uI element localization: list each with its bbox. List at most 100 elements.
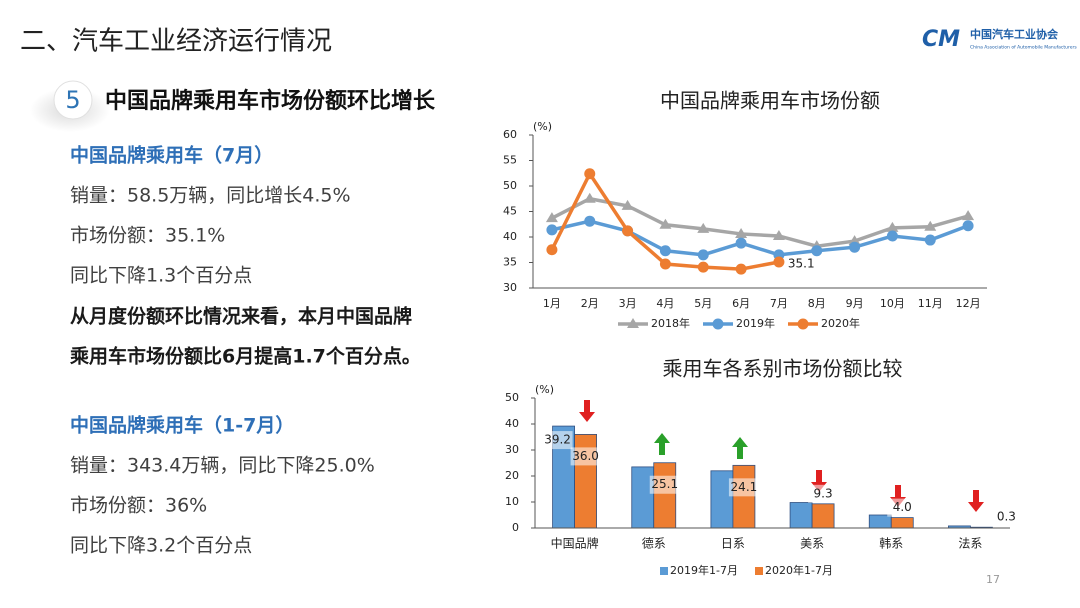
block-heading: 中国品牌乘用车（1-7月） [70, 414, 294, 437]
x-tick-label: 德系 [642, 536, 666, 551]
legend-swatch [660, 567, 668, 575]
marker [962, 220, 974, 232]
body-line: 销量：343.4万辆，同比下降25.0% [70, 455, 375, 477]
marker [886, 221, 899, 232]
x-tick-label: 10月 [880, 297, 905, 310]
marker [546, 224, 558, 236]
data-label: 39.2 [544, 433, 571, 447]
marker [797, 318, 809, 330]
y-tick-label: 40 [505, 417, 519, 430]
arrow-down [579, 400, 595, 422]
data-label: 25.1 [651, 477, 678, 491]
y-tick-label: 20 [505, 469, 519, 482]
bar [653, 462, 677, 529]
statement-line: 乘用车市场份额比6月提高1.7个百分点。 [69, 345, 421, 368]
marker [584, 215, 596, 227]
y-axis-unit: (%) [533, 120, 552, 133]
y-tick-label: 60 [503, 128, 517, 141]
marker [924, 220, 937, 231]
marker [962, 210, 975, 221]
body-line: 销量：58.5万辆，同比增长4.5% [70, 185, 351, 207]
marker [659, 218, 672, 229]
label-bg [649, 475, 680, 494]
arrow-down [968, 490, 984, 512]
series-line [551, 219, 969, 257]
bar [789, 502, 813, 529]
data-label: 9.3 [814, 486, 833, 500]
body-line: 同比下降1.3个百分点 [70, 265, 252, 287]
marker [773, 256, 785, 268]
marker [772, 229, 785, 240]
marker [886, 230, 898, 242]
x-tick-label: 12月 [956, 297, 981, 310]
body-line: 市场份额：36% [70, 495, 207, 517]
label-bg [542, 431, 573, 450]
marker [584, 168, 596, 180]
body-line: 同比下降3.2个百分点 [70, 535, 252, 557]
label-bg [570, 447, 601, 466]
legend-label: 2018年 [651, 316, 690, 330]
legend-label: 2019年 [736, 316, 775, 330]
y-tick-label: 10 [505, 495, 519, 508]
chart-title: 乘用车各系别市场份额比较 [663, 357, 903, 381]
data-label: 35.1 [788, 256, 815, 270]
x-tick-label: 8月 [808, 297, 826, 310]
page-number: 17 [986, 573, 1000, 586]
logo-name: 中国汽车工业协会 [970, 27, 1059, 41]
data-label: 36.0 [572, 449, 599, 463]
marker [735, 227, 748, 238]
series-line [551, 196, 969, 248]
marker [622, 225, 634, 237]
x-tick-label: 韩系 [879, 536, 903, 551]
data-label: 4.0 [893, 500, 912, 514]
marker [697, 261, 709, 273]
bar [732, 464, 756, 529]
label-bg [808, 484, 839, 503]
arrow-up [732, 437, 748, 459]
x-tick-label: 中国品牌 [551, 536, 599, 551]
block-heading: 中国品牌乘用车（7月） [70, 144, 273, 167]
statement-line: 从月度份额环比情况来看，本月中国品牌 [70, 305, 412, 328]
marker [848, 235, 861, 246]
body-line: 市场份额：35.1% [70, 225, 225, 247]
x-tick-label: 5月 [694, 297, 712, 310]
y-tick-label: 45 [503, 205, 517, 218]
x-tick-label: 6月 [732, 297, 750, 310]
legend-label: 2020年1-7月 [765, 563, 833, 577]
x-tick-label: 9月 [846, 297, 864, 310]
badge [53, 80, 93, 120]
marker [659, 258, 671, 270]
x-tick-label: 法系 [958, 537, 982, 551]
y-tick-label: 0 [512, 521, 519, 534]
logo-subtitle: China Association of Automobile Manufact… [970, 45, 1077, 51]
marker [627, 318, 639, 328]
x-tick-label: 1月 [543, 297, 561, 310]
marker [546, 244, 558, 256]
bar [868, 514, 892, 529]
x-tick-label: 美系 [800, 537, 824, 551]
bar [811, 503, 835, 529]
marker [659, 245, 671, 257]
marker [621, 199, 634, 210]
label-bg [887, 498, 918, 517]
y-tick-label: 30 [503, 281, 517, 294]
legend-swatch [755, 567, 763, 575]
x-tick-label: 4月 [656, 297, 674, 310]
x-tick-label: 11月 [918, 297, 943, 310]
marker [545, 212, 558, 223]
chart-title: 中国品牌乘用车市场份额 [660, 89, 880, 113]
marker [697, 222, 710, 233]
x-tick-label: 7月 [770, 297, 788, 310]
data-label: 24.1 [731, 480, 758, 494]
bar [890, 517, 914, 529]
legend-label: 2019年1-7月 [670, 563, 738, 577]
legend-label: 2020年 [821, 316, 860, 330]
x-tick-label: 日系 [721, 537, 745, 551]
label-bg [991, 508, 1022, 527]
label-bg [728, 478, 759, 497]
marker [735, 263, 747, 275]
marker [811, 245, 823, 257]
y-tick-label: 40 [503, 230, 517, 243]
section-number: 5 [65, 86, 80, 114]
